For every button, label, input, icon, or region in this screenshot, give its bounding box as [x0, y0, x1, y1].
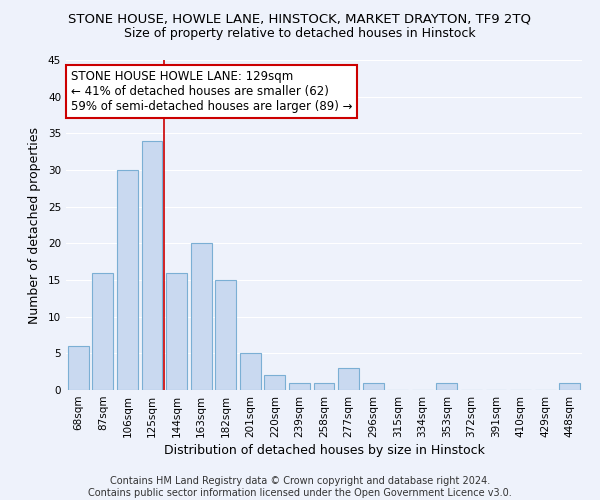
Bar — [117, 170, 138, 390]
Bar — [338, 368, 359, 390]
Text: STONE HOUSE, HOWLE LANE, HINSTOCK, MARKET DRAYTON, TF9 2TQ: STONE HOUSE, HOWLE LANE, HINSTOCK, MARKE… — [68, 12, 532, 26]
Bar — [265, 376, 286, 390]
Text: STONE HOUSE HOWLE LANE: 129sqm
← 41% of detached houses are smaller (62)
59% of : STONE HOUSE HOWLE LANE: 129sqm ← 41% of … — [71, 70, 353, 113]
Bar — [68, 346, 89, 390]
Bar — [240, 354, 261, 390]
Y-axis label: Number of detached properties: Number of detached properties — [28, 126, 41, 324]
Bar — [142, 140, 163, 390]
Text: Contains HM Land Registry data © Crown copyright and database right 2024.
Contai: Contains HM Land Registry data © Crown c… — [88, 476, 512, 498]
Bar — [559, 382, 580, 390]
Bar — [362, 382, 383, 390]
Bar — [289, 382, 310, 390]
Bar — [92, 272, 113, 390]
Bar — [436, 382, 457, 390]
X-axis label: Distribution of detached houses by size in Hinstock: Distribution of detached houses by size … — [164, 444, 484, 457]
Bar — [314, 382, 334, 390]
Bar — [215, 280, 236, 390]
Bar — [166, 272, 187, 390]
Text: Size of property relative to detached houses in Hinstock: Size of property relative to detached ho… — [124, 28, 476, 40]
Bar — [191, 244, 212, 390]
